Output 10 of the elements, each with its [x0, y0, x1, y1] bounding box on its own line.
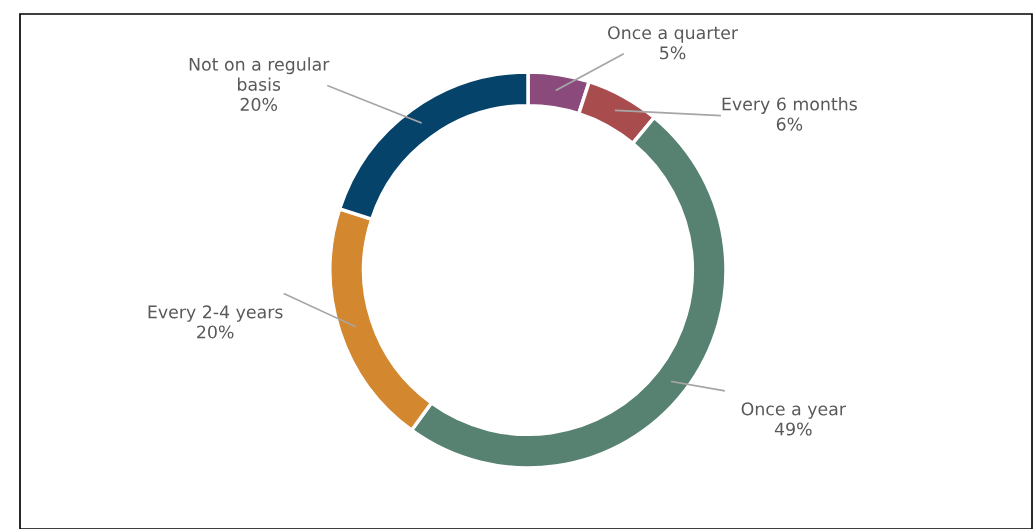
data-label: 6%: [776, 117, 803, 131]
slice-label: Every 2-4 years: [148, 305, 283, 322]
slice-label: Not on a regular basis: [189, 57, 330, 91]
slice-label: Once a year: [741, 402, 846, 419]
slice-label: Every 6 months: [722, 97, 857, 114]
data-label: 20%: [197, 325, 234, 339]
data-label: 20%: [240, 97, 278, 111]
data-label: 5%: [660, 46, 686, 60]
data-label: 49%: [774, 422, 812, 436]
slice-label: Once a quarter: [608, 26, 739, 43]
